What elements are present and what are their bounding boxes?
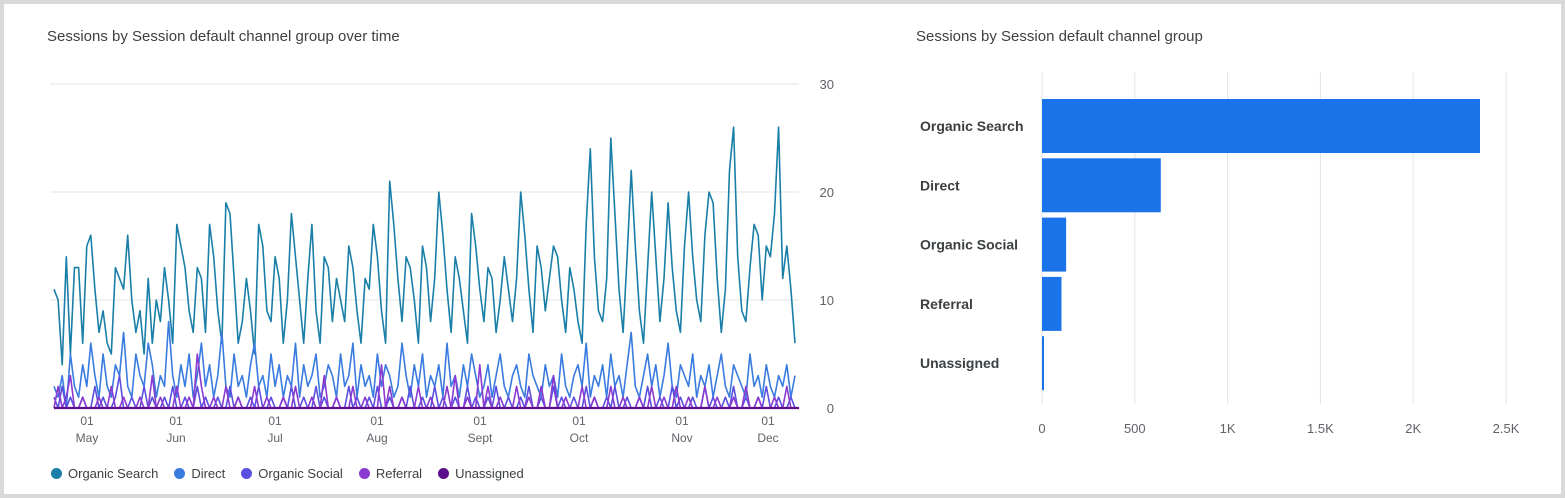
bar-chart-title: Sessions by Session default channel grou… (916, 28, 1203, 45)
x-tick-label: 01 (80, 414, 94, 428)
x-tick-label: Sept (468, 431, 493, 445)
category-label: Referral (920, 296, 973, 312)
legend-label: Direct (191, 466, 226, 481)
legend-swatch (174, 468, 186, 479)
y-tick-label: 0 (827, 401, 834, 416)
line-chart-legend: Organic Search Direct Organic Social Ref… (51, 466, 524, 481)
legend-item-organic-search[interactable]: Organic Search (51, 466, 158, 481)
x-tick-label: Oct (570, 431, 589, 445)
y-tick-label: 10 (820, 293, 834, 308)
x-tick-label: 2K (1405, 421, 1421, 436)
category-label: Organic Search (920, 118, 1024, 134)
legend-swatch (51, 468, 62, 479)
x-tick-label: 01 (572, 414, 586, 428)
category-label: Organic Social (920, 237, 1018, 253)
x-tick-label: 01 (761, 414, 775, 428)
line-chart-title: Sessions by Session default channel grou… (47, 28, 400, 45)
legend-swatch (241, 468, 253, 479)
category-label: Unassigned (920, 355, 999, 371)
x-tick-label: 01 (675, 414, 689, 428)
x-tick-label: Jun (166, 431, 185, 445)
bar (1042, 336, 1044, 391)
y-tick-label: 20 (820, 185, 834, 200)
x-tick-label: 01 (169, 414, 183, 428)
legend-swatch (438, 468, 450, 479)
legend-swatch (358, 468, 370, 479)
bar (1042, 276, 1062, 331)
y-tick-label: 30 (820, 77, 834, 92)
x-tick-label: Dec (757, 431, 778, 445)
legend-item-unassigned[interactable]: Unassigned (438, 466, 524, 481)
line-chart[interactable]: 010203001May01Jun01Jul01Aug01Sept01Oct01… (4, 4, 884, 459)
x-tick-label: Aug (366, 431, 387, 445)
x-tick-label: May (76, 431, 99, 445)
x-tick-label: Nov (671, 431, 692, 445)
x-tick-label: 2.5K (1493, 421, 1520, 436)
x-tick-label: 01 (473, 414, 487, 428)
organic-search-line (53, 126, 796, 366)
legend-item-organic-social[interactable]: Organic Social (241, 466, 343, 481)
x-tick-label: 01 (268, 414, 282, 428)
x-tick-label: 1K (1220, 421, 1236, 436)
legend-item-direct[interactable]: Direct (174, 466, 225, 481)
x-tick-label: 0 (1038, 421, 1045, 436)
category-label: Direct (920, 177, 960, 193)
legend-label: Organic Search (68, 466, 159, 481)
x-tick-label: 1.5K (1307, 421, 1334, 436)
x-tick-label: Jul (267, 431, 282, 445)
report-panel: Sessions by Session default channel grou… (4, 4, 1561, 494)
x-tick-label: 01 (370, 414, 384, 428)
legend-label: Unassigned (455, 466, 524, 481)
x-tick-label: 500 (1124, 421, 1146, 436)
legend-item-referral[interactable]: Referral (358, 466, 423, 481)
bar (1042, 99, 1481, 153)
legend-label: Organic Social (258, 466, 343, 481)
bar (1042, 158, 1161, 213)
direct-line (53, 320, 796, 409)
legend-label: Referral (375, 466, 423, 481)
bar-chart[interactable]: 0 500 1K 1.5K 2K 2.5K Organic Search Direct Orga… (884, 4, 1561, 459)
bar (1042, 217, 1067, 272)
